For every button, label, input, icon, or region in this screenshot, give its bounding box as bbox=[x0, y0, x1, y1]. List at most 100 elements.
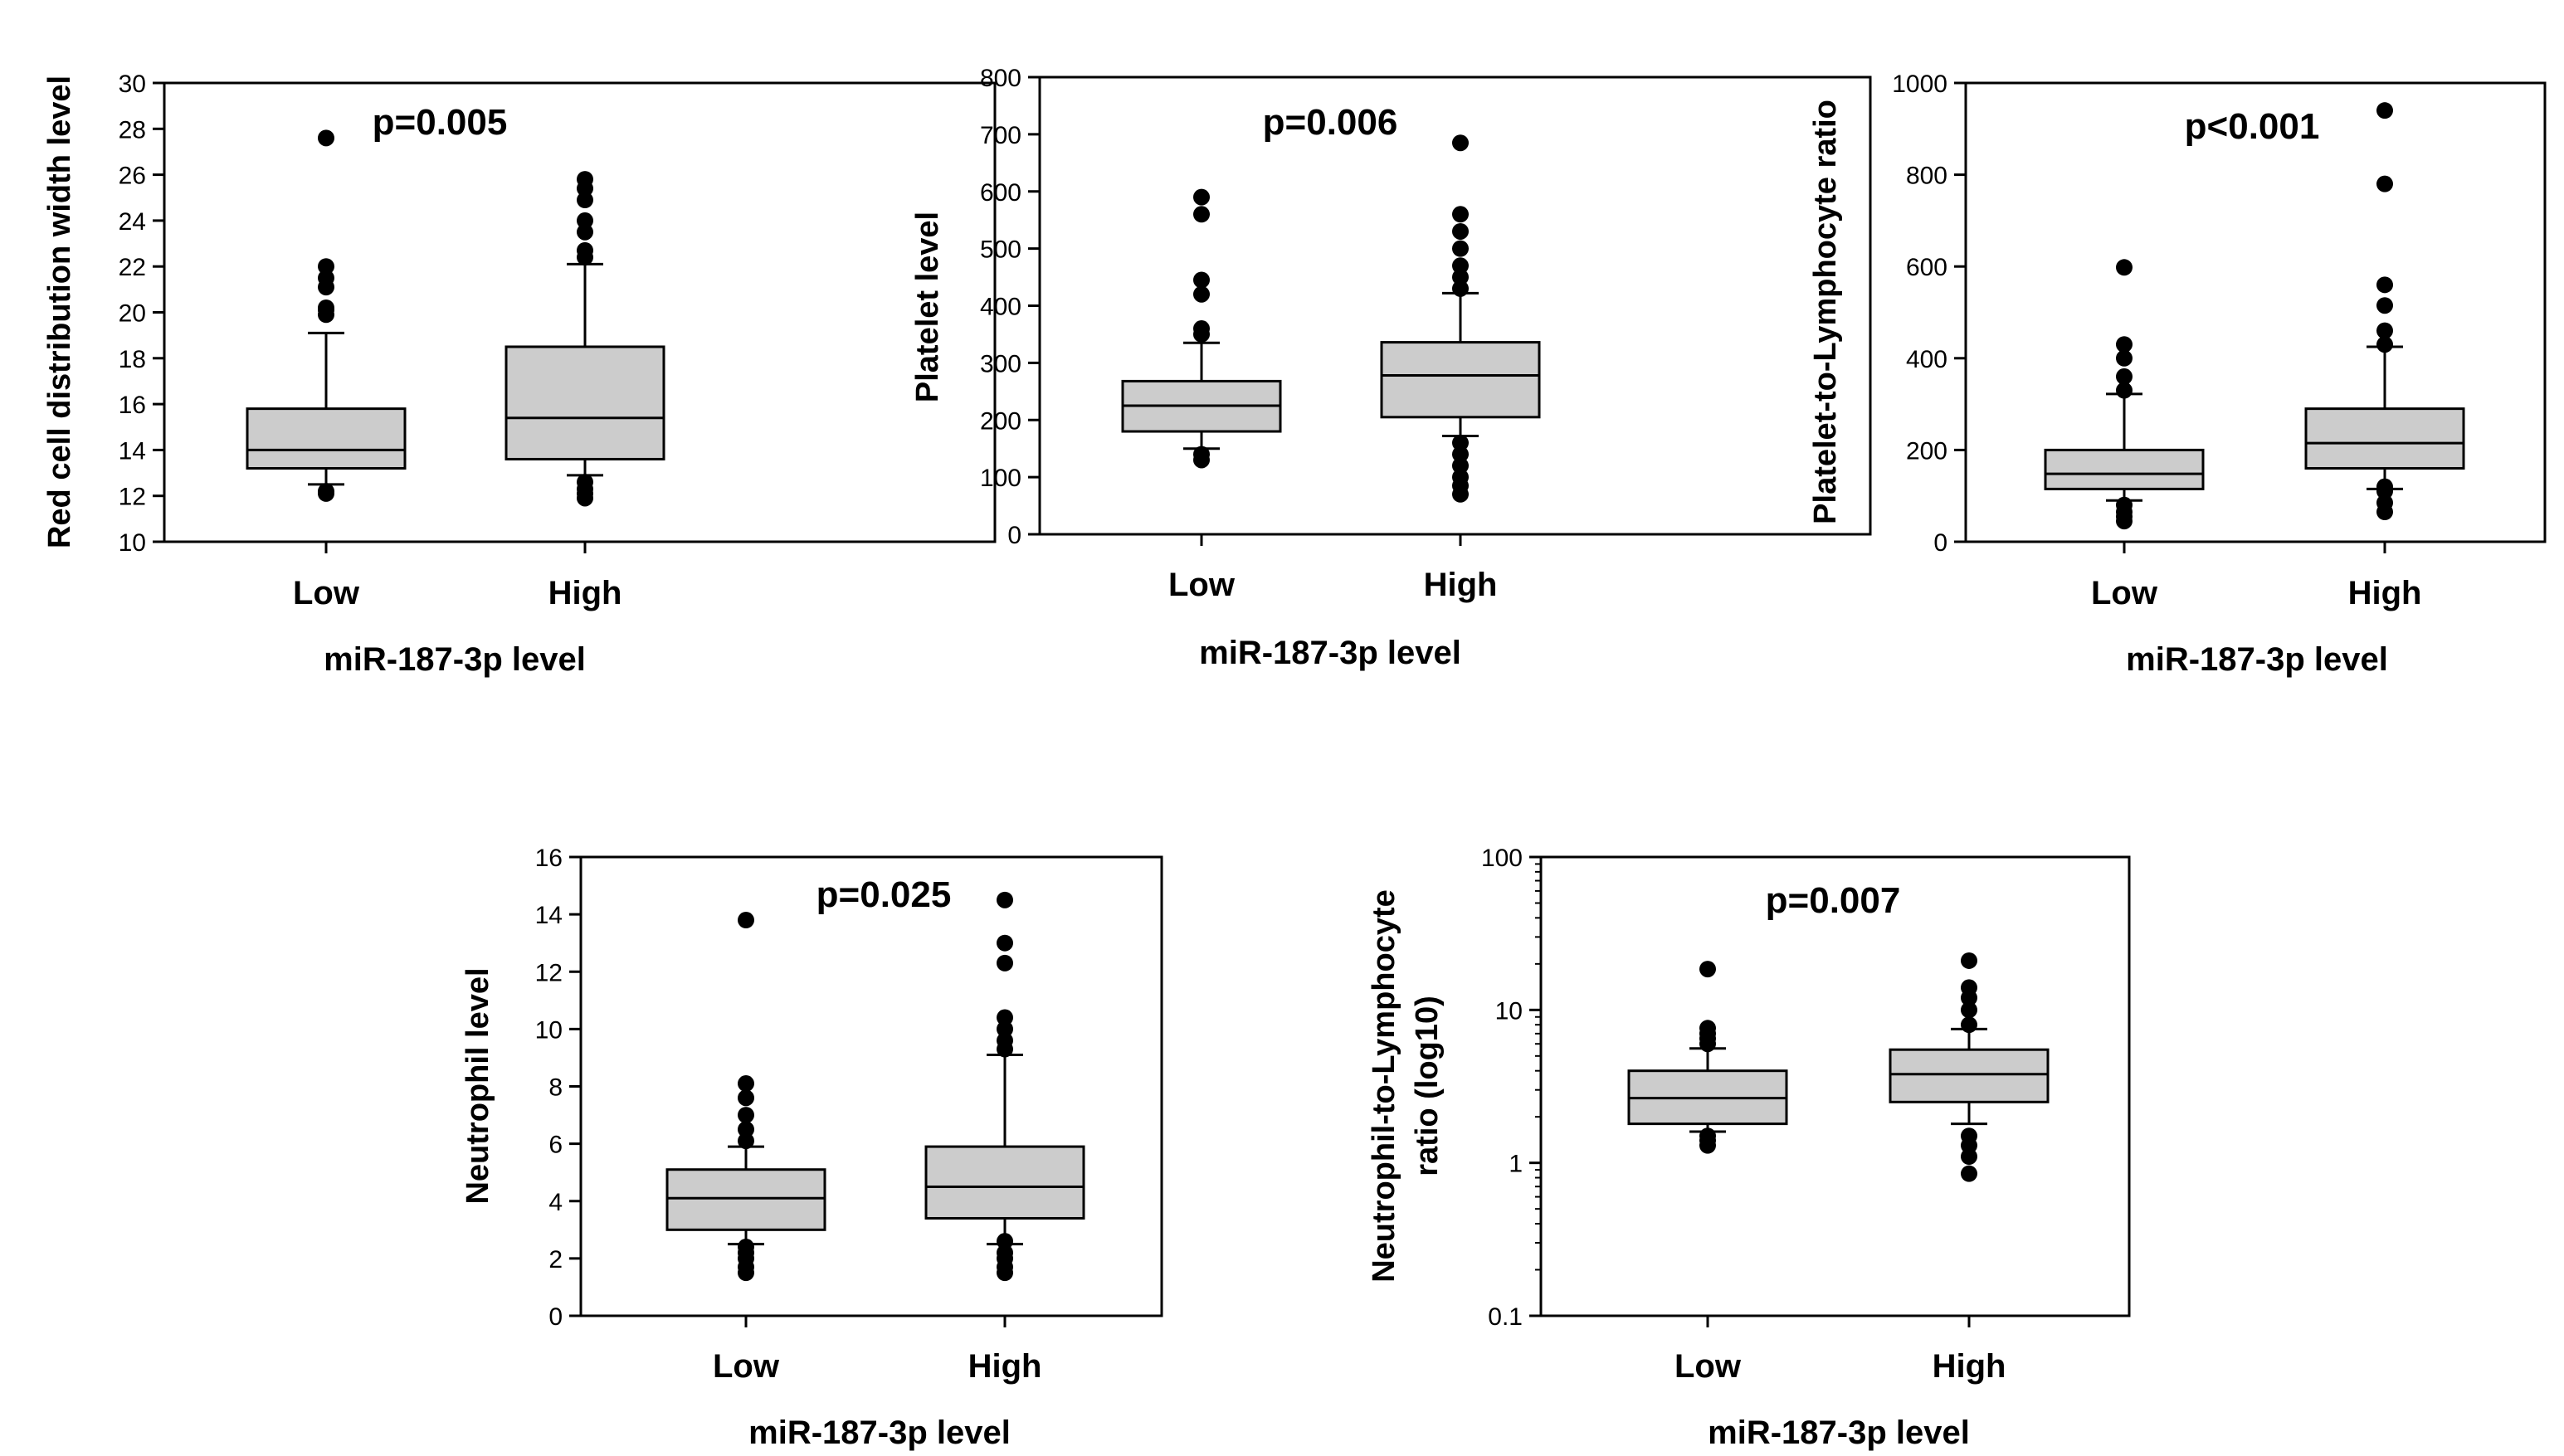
category-label-low: Low bbox=[2091, 575, 2158, 611]
outlier-point-high bbox=[2376, 494, 2393, 511]
outlier-point-high bbox=[1452, 269, 1469, 286]
y-tick-label: 10 bbox=[535, 1016, 563, 1044]
box-high bbox=[1889, 1048, 2050, 1103]
y-tick-label: 16 bbox=[535, 845, 563, 872]
outlier-point-high bbox=[997, 891, 1013, 908]
outlier-point-high bbox=[577, 212, 593, 229]
outlier-point-high bbox=[997, 934, 1013, 952]
panel-plr: 0 200 400 600 800 1000 p<0.001 Low High miR-1… bbox=[1808, 71, 2547, 678]
outlier-point-high bbox=[2376, 276, 2393, 294]
outlier-point-high bbox=[1452, 240, 1469, 257]
outlier-point-low bbox=[1699, 961, 1716, 978]
boxes bbox=[246, 129, 665, 507]
category-label-high: High bbox=[1424, 567, 1498, 603]
y-tick-label: 600 bbox=[980, 179, 1021, 207]
y-tick-label: 800 bbox=[1906, 163, 1947, 190]
x-axis-title: miR-187-3p level bbox=[324, 641, 586, 678]
y-tick-label: 30 bbox=[119, 71, 146, 98]
outlier-point-low bbox=[738, 1107, 754, 1124]
p-value: p=0.006 bbox=[1263, 102, 1398, 143]
y-axis-title-line-1: Neutrophil-to-Lymphocyte bbox=[1367, 889, 1401, 1283]
box-high bbox=[924, 1145, 1085, 1220]
y-tick-label: 4 bbox=[548, 1189, 563, 1216]
y-tick-label: 1 bbox=[1509, 1151, 1523, 1178]
outlier-point-high bbox=[997, 1233, 1013, 1250]
plot-frame bbox=[1539, 855, 2131, 1317]
y-tick-label: 0 bbox=[1933, 529, 1947, 557]
category-label-high: High bbox=[1933, 1348, 2006, 1385]
y-tick-label: 700 bbox=[980, 122, 1021, 149]
panel-nlr: 0.1 1 10 100 p=0.007 Low High miR-187-3p le… bbox=[1367, 845, 2131, 1451]
p-value: p=0.025 bbox=[816, 874, 952, 915]
y-tick-label: 400 bbox=[980, 294, 1021, 321]
outlier-point-low bbox=[318, 483, 334, 500]
outlier-point-high bbox=[1452, 457, 1469, 475]
y-tick-label: 500 bbox=[980, 236, 1021, 264]
y-tick-label: 14 bbox=[535, 902, 563, 929]
outlier-point-high bbox=[2376, 322, 2393, 339]
outlier-point-high bbox=[1961, 979, 1977, 996]
outlier-point-high bbox=[2376, 175, 2393, 192]
outlier-point-high bbox=[1452, 206, 1469, 223]
y-axis-title: Platelet-to-Lymphocyte ratio bbox=[1808, 100, 1843, 524]
outlier-point-low bbox=[2116, 496, 2133, 514]
outlier-point-high bbox=[577, 171, 593, 188]
outlier-point-high bbox=[997, 1020, 1013, 1038]
y-tick-label: 0 bbox=[548, 1303, 563, 1331]
y-tick-label: 1000 bbox=[1892, 71, 1947, 98]
p-value: p=0.007 bbox=[1766, 880, 1901, 921]
x-axis-title: miR-187-3p level bbox=[2126, 641, 2388, 678]
y-ticks: 0 2 4 6 8 10 12 14 16 bbox=[535, 845, 1007, 1331]
outlier-point-high bbox=[2376, 478, 2393, 495]
y-ticks: 0 100 200 300 400 500 600 700 800 bbox=[980, 65, 1462, 549]
outlier-point-high bbox=[997, 954, 1013, 971]
outlier-point-high bbox=[1452, 434, 1469, 451]
y-tick-label: 0.1 bbox=[1488, 1303, 1523, 1331]
panel-platelet: 0 100 200 300 400 500 600 700 800 p=0.006 Low Hi… bbox=[910, 65, 1872, 671]
box-high bbox=[2304, 407, 2465, 470]
outlier-point-high bbox=[577, 241, 593, 259]
y-tick-label: 0 bbox=[1007, 522, 1021, 549]
boxes bbox=[1121, 134, 1541, 503]
outlier-point-low bbox=[1193, 446, 1210, 463]
outlier-point-low bbox=[1193, 206, 1210, 223]
outlier-point-low bbox=[738, 1089, 754, 1107]
outlier-point-high bbox=[1452, 446, 1469, 463]
outlier-point-high bbox=[2376, 336, 2393, 353]
y-axis-title: Red cell distribution width level bbox=[42, 75, 77, 548]
x-axis-title: miR-187-3p level bbox=[748, 1415, 1011, 1451]
outlier-point-low bbox=[318, 129, 334, 147]
x-axis-title: miR-187-3p level bbox=[1708, 1415, 1970, 1451]
box-low bbox=[665, 1168, 826, 1231]
category-label-low: Low bbox=[293, 575, 360, 611]
y-axis-title: Neutrophil level bbox=[461, 967, 495, 1204]
outlier-point-low bbox=[2116, 259, 2133, 276]
outlier-point-high bbox=[1452, 469, 1469, 486]
outlier-point-low bbox=[2116, 368, 2133, 385]
category-label-low: Low bbox=[713, 1348, 780, 1385]
boxes bbox=[1627, 952, 2050, 1182]
outlier-point-low bbox=[2116, 382, 2133, 399]
y-tick-label: 12 bbox=[119, 484, 146, 511]
x-axis-title: miR-187-3p level bbox=[1199, 635, 1461, 671]
outlier-point-high bbox=[1452, 257, 1469, 275]
y-ticks: 0.1 1 10 100 bbox=[1481, 845, 1971, 1331]
outlier-point-low bbox=[1699, 1020, 1716, 1037]
y-tick-label: 10 bbox=[119, 529, 146, 557]
boxes bbox=[665, 891, 1085, 1282]
y-axis-title: Platelet level bbox=[910, 212, 945, 402]
y-tick-label: 400 bbox=[1906, 346, 1947, 373]
category-label-high: High bbox=[548, 575, 622, 611]
y-tick-label: 100 bbox=[980, 465, 1021, 492]
outlier-point-low bbox=[738, 1132, 754, 1150]
y-tick-label: 800 bbox=[980, 65, 1021, 92]
outlier-point-high bbox=[2376, 297, 2393, 314]
y-tick-label: 200 bbox=[980, 407, 1021, 435]
outlier-point-high bbox=[1961, 1165, 1977, 1182]
outlier-point-high bbox=[577, 223, 593, 241]
outlier-point-low bbox=[1193, 188, 1210, 206]
panel-neutrophil: 0 2 4 6 8 10 12 14 16 p=0.025 Low High miR-187-3… bbox=[461, 845, 1163, 1451]
outlier-point-high bbox=[577, 192, 593, 209]
